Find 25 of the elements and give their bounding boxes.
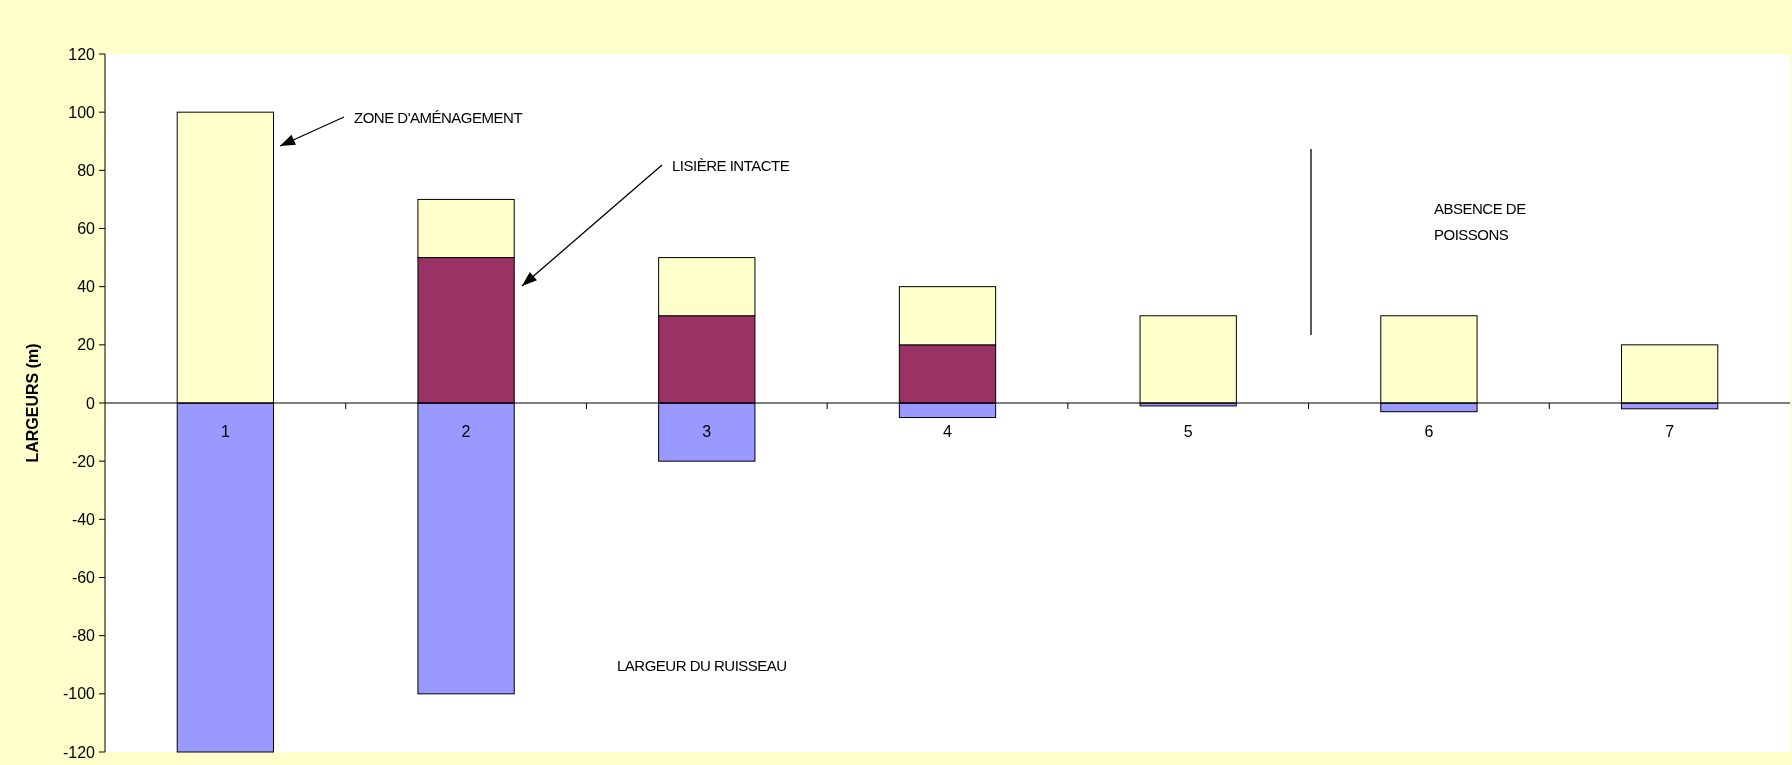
- y-tick-label: 60: [77, 220, 96, 238]
- y-tick-label: -60: [71, 569, 96, 587]
- y-tick-label: 120: [68, 45, 96, 63]
- y-tick-label: 100: [68, 103, 96, 121]
- y-tick-label: -120: [62, 743, 96, 761]
- y-tick-label: 0: [86, 394, 96, 412]
- y-tick-label: -20: [71, 452, 96, 470]
- y-tick-label: -40: [71, 510, 96, 528]
- y-tick-label: 40: [77, 278, 96, 296]
- x-tick-label: 6: [1424, 423, 1434, 440]
- x-tick-label: 4: [943, 423, 953, 440]
- annotation: LISIÈRE INTACTE: [672, 157, 790, 174]
- y-tick-label: 20: [77, 336, 96, 354]
- y-axis-title: LARGEURS (m): [24, 343, 41, 463]
- y-tick-label: -100: [62, 685, 96, 703]
- x-tick-label: 1: [220, 423, 230, 440]
- x-tick-label: 5: [1183, 423, 1193, 440]
- annotation: ZONE D'AMÉNAGEMENT: [354, 109, 523, 126]
- y-tick-label: -80: [71, 627, 96, 645]
- annotation: ABSENCE DE POISSONS: [1434, 200, 1527, 243]
- x-tick-label: 2: [461, 423, 471, 440]
- annotation: LARGEUR DU RUISSEAU: [617, 657, 787, 674]
- y-tick-label: 80: [77, 161, 96, 179]
- x-tick-label: 7: [1665, 423, 1675, 440]
- x-tick-label: 3: [702, 423, 712, 440]
